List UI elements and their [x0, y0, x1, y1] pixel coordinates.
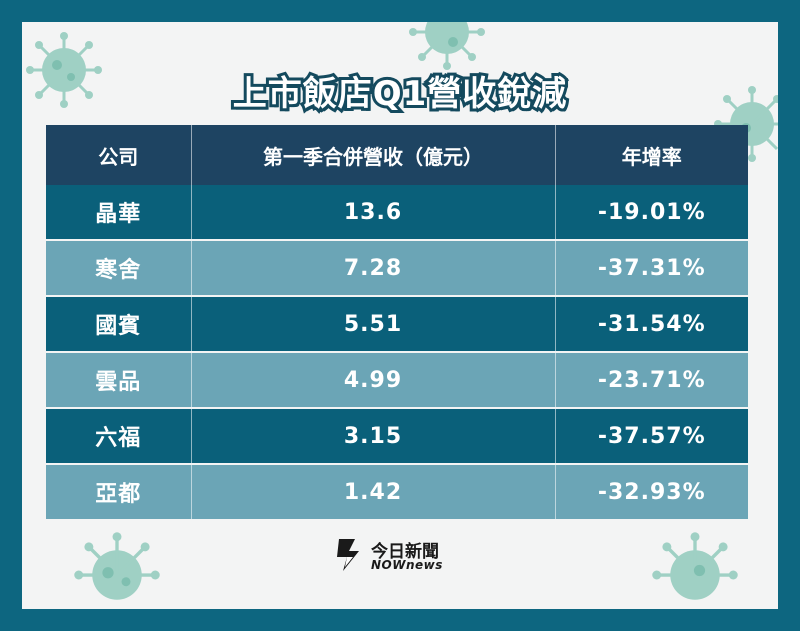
growth-cell: -23.71% [555, 352, 748, 409]
revenue-cell: 4.99 [191, 352, 556, 409]
revenue-cell: 7.28 [191, 240, 556, 297]
table-header-row: 公司 第一季合併營收（億元） 年增率 [46, 125, 748, 185]
column-header: 公司 [46, 125, 192, 185]
revenue-cell: 1.42 [191, 464, 556, 521]
table-row: 寒舍 7.28 -37.31% [46, 240, 748, 297]
growth-cell: -19.01% [555, 185, 748, 241]
logo-name-cn: 今日新聞 [371, 542, 439, 562]
table-row: 六福 3.15 -37.57% [46, 408, 748, 465]
page-title: 上市飯店Q1營收銳減 [230, 71, 570, 117]
company-cell: 雲品 [46, 352, 192, 409]
column-header: 第一季合併營收（億元） [191, 125, 556, 185]
company-cell: 晶華 [46, 185, 192, 241]
virus-icon [26, 32, 102, 108]
growth-cell: -32.93% [555, 464, 748, 521]
company-cell: 亞都 [46, 464, 192, 521]
company-cell: 國賓 [46, 296, 192, 353]
growth-cell: -37.31% [555, 240, 748, 297]
virus-icon [652, 532, 738, 600]
virus-icon [74, 532, 160, 600]
growth-cell: -31.54% [555, 296, 748, 353]
revenue-cell: 13.6 [191, 185, 556, 241]
company-cell: 寒舍 [46, 240, 192, 297]
logo-name-en: NOWnews [371, 558, 443, 572]
table-row: 國賓 5.51 -31.54% [46, 296, 748, 353]
growth-cell: -37.57% [555, 408, 748, 465]
table-row: 亞都 1.42 -32.93% [46, 464, 748, 521]
revenue-cell: 3.15 [191, 408, 556, 465]
table-row: 晶華 13.6 -19.01% [46, 185, 748, 241]
company-cell: 六福 [46, 408, 192, 465]
column-header: 年增率 [555, 125, 748, 185]
nownews-logo: 今日新聞 NOWnews [335, 537, 465, 577]
table-row: 雲品 4.99 -23.71% [46, 352, 748, 409]
virus-icon [409, 22, 485, 70]
nownews-logo-icon [337, 539, 359, 571]
revenue-cell: 5.51 [191, 296, 556, 353]
revenue-table: 公司 第一季合併營收（億元） 年增率 晶華 13.6 -19.01% 寒舍 7.… [46, 125, 748, 521]
